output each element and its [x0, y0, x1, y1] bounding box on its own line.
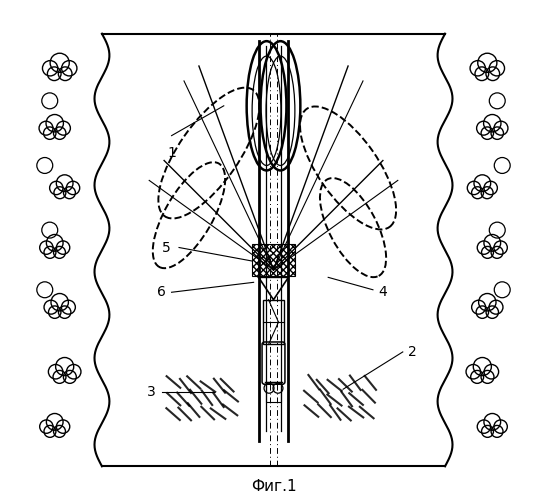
Text: 2: 2 — [409, 345, 417, 359]
Text: Фиг.1: Фиг.1 — [251, 478, 296, 494]
Text: 5: 5 — [162, 240, 171, 254]
Text: 6: 6 — [157, 286, 166, 300]
Bar — [265, 382, 282, 402]
Bar — [252, 244, 295, 276]
Text: 4: 4 — [379, 286, 387, 300]
Bar — [263, 300, 284, 344]
Text: 3: 3 — [147, 384, 156, 398]
Text: 1: 1 — [167, 146, 176, 160]
